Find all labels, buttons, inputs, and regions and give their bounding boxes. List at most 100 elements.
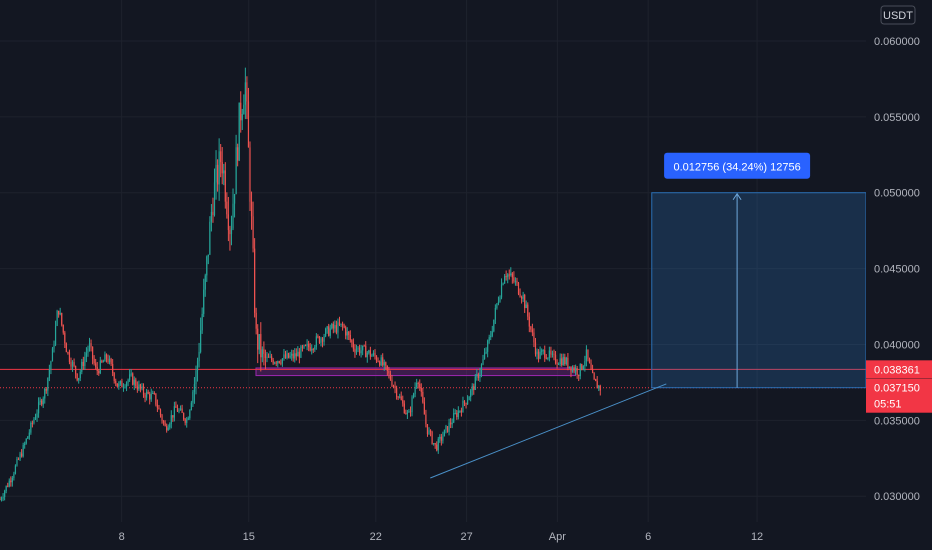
candle-body	[425, 414, 427, 425]
candle-body	[522, 294, 524, 299]
candle-body	[274, 362, 276, 364]
candle-body	[371, 355, 373, 357]
candle-body	[119, 380, 121, 384]
support-trendline[interactable]	[430, 383, 667, 479]
candle-body	[511, 273, 513, 278]
candle-body	[397, 396, 399, 398]
candle-body	[220, 151, 222, 163]
candle-body	[261, 349, 263, 358]
candle-body	[571, 367, 574, 372]
candle-body	[530, 326, 532, 330]
candle-body	[286, 353, 288, 359]
candle-body	[232, 203, 234, 229]
price-tick-label: 0.055000	[874, 112, 920, 124]
last-price-tag	[866, 378, 932, 413]
candle-body	[64, 332, 66, 344]
candle-body	[221, 162, 223, 174]
candle-body	[266, 356, 268, 358]
candle-body	[187, 418, 189, 420]
candles	[0, 67, 601, 502]
currency-label: USDT	[883, 10, 913, 22]
candle-body	[269, 356, 271, 358]
candle-body	[533, 332, 535, 343]
time-axis[interactable]: 8 15 22 27 Apr 6 12	[0, 522, 932, 550]
candle-body	[558, 364, 560, 366]
candle-body	[399, 396, 401, 398]
candle-body	[53, 344, 55, 349]
trendline[interactable]	[430, 383, 667, 479]
candle-body	[141, 386, 143, 389]
candle-body	[587, 349, 589, 359]
currency-badge[interactable]	[880, 5, 916, 25]
candle-body	[301, 346, 304, 348]
candle-body	[562, 356, 564, 366]
candle-body	[332, 323, 334, 329]
candle-body	[554, 354, 557, 364]
candle-body	[215, 164, 217, 183]
candle-body	[10, 480, 12, 483]
candle-body	[363, 345, 365, 347]
candle-body	[531, 329, 533, 333]
candle-body	[193, 384, 196, 392]
candle-body	[348, 331, 350, 335]
candle-body	[264, 353, 267, 358]
candle-body	[68, 352, 71, 362]
candle-body	[292, 353, 294, 359]
candle-body	[19, 453, 21, 460]
candle-body	[423, 402, 425, 415]
candle-body	[110, 358, 112, 365]
candle-body	[375, 356, 378, 361]
candle-body	[537, 351, 540, 359]
candle-body	[553, 353, 555, 355]
candle-body	[260, 334, 262, 358]
candle-body	[54, 325, 57, 345]
candle-body	[267, 356, 270, 358]
projection-rect[interactable]	[651, 192, 867, 389]
candle-body	[58, 310, 60, 315]
candle-body	[303, 345, 305, 348]
candle-body	[227, 214, 229, 231]
candle-body	[403, 403, 405, 414]
candle-body	[158, 407, 160, 410]
candle-body	[386, 365, 388, 371]
candle-body	[96, 366, 98, 372]
candle-body	[573, 367, 575, 372]
candle-body	[394, 386, 396, 388]
candle-body	[357, 347, 359, 350]
candle-body	[93, 358, 95, 364]
candle-body	[411, 397, 413, 413]
level-price-label: 0.038361	[874, 364, 920, 376]
candle-body	[150, 393, 152, 400]
candle-body	[287, 353, 290, 358]
candle-body	[337, 322, 339, 333]
candle-body	[483, 352, 486, 360]
candle-body	[37, 402, 40, 414]
candle-body	[335, 325, 338, 333]
candle-body	[226, 201, 228, 215]
price-axis-bg	[866, 0, 932, 522]
candle-body	[366, 352, 368, 358]
price-lines	[0, 368, 866, 389]
candle-body	[45, 389, 47, 391]
candle-body	[155, 393, 157, 405]
candle-body	[102, 361, 104, 363]
candle-body	[463, 400, 466, 403]
projection-box[interactable]: 0.012756 (34.24%) 12756	[651, 152, 867, 389]
price-tick-label: 0.035000	[874, 415, 920, 427]
candle-body	[244, 82, 246, 105]
candle-body	[162, 421, 165, 423]
candle-countdown-label: 05:51	[874, 399, 902, 411]
candle-body	[196, 361, 199, 371]
candle-body	[184, 419, 186, 423]
candle-body	[241, 114, 243, 121]
candle-body	[454, 412, 456, 414]
candle-body	[16, 458, 18, 466]
candle-body	[369, 350, 371, 357]
candle-body	[559, 358, 561, 365]
candle-body	[189, 409, 191, 419]
candle-body	[551, 353, 554, 355]
candle-body	[122, 387, 125, 389]
price-axis[interactable]: 0.060000 0.055000 0.050000 0.045000 0.040000…	[866, 0, 932, 522]
